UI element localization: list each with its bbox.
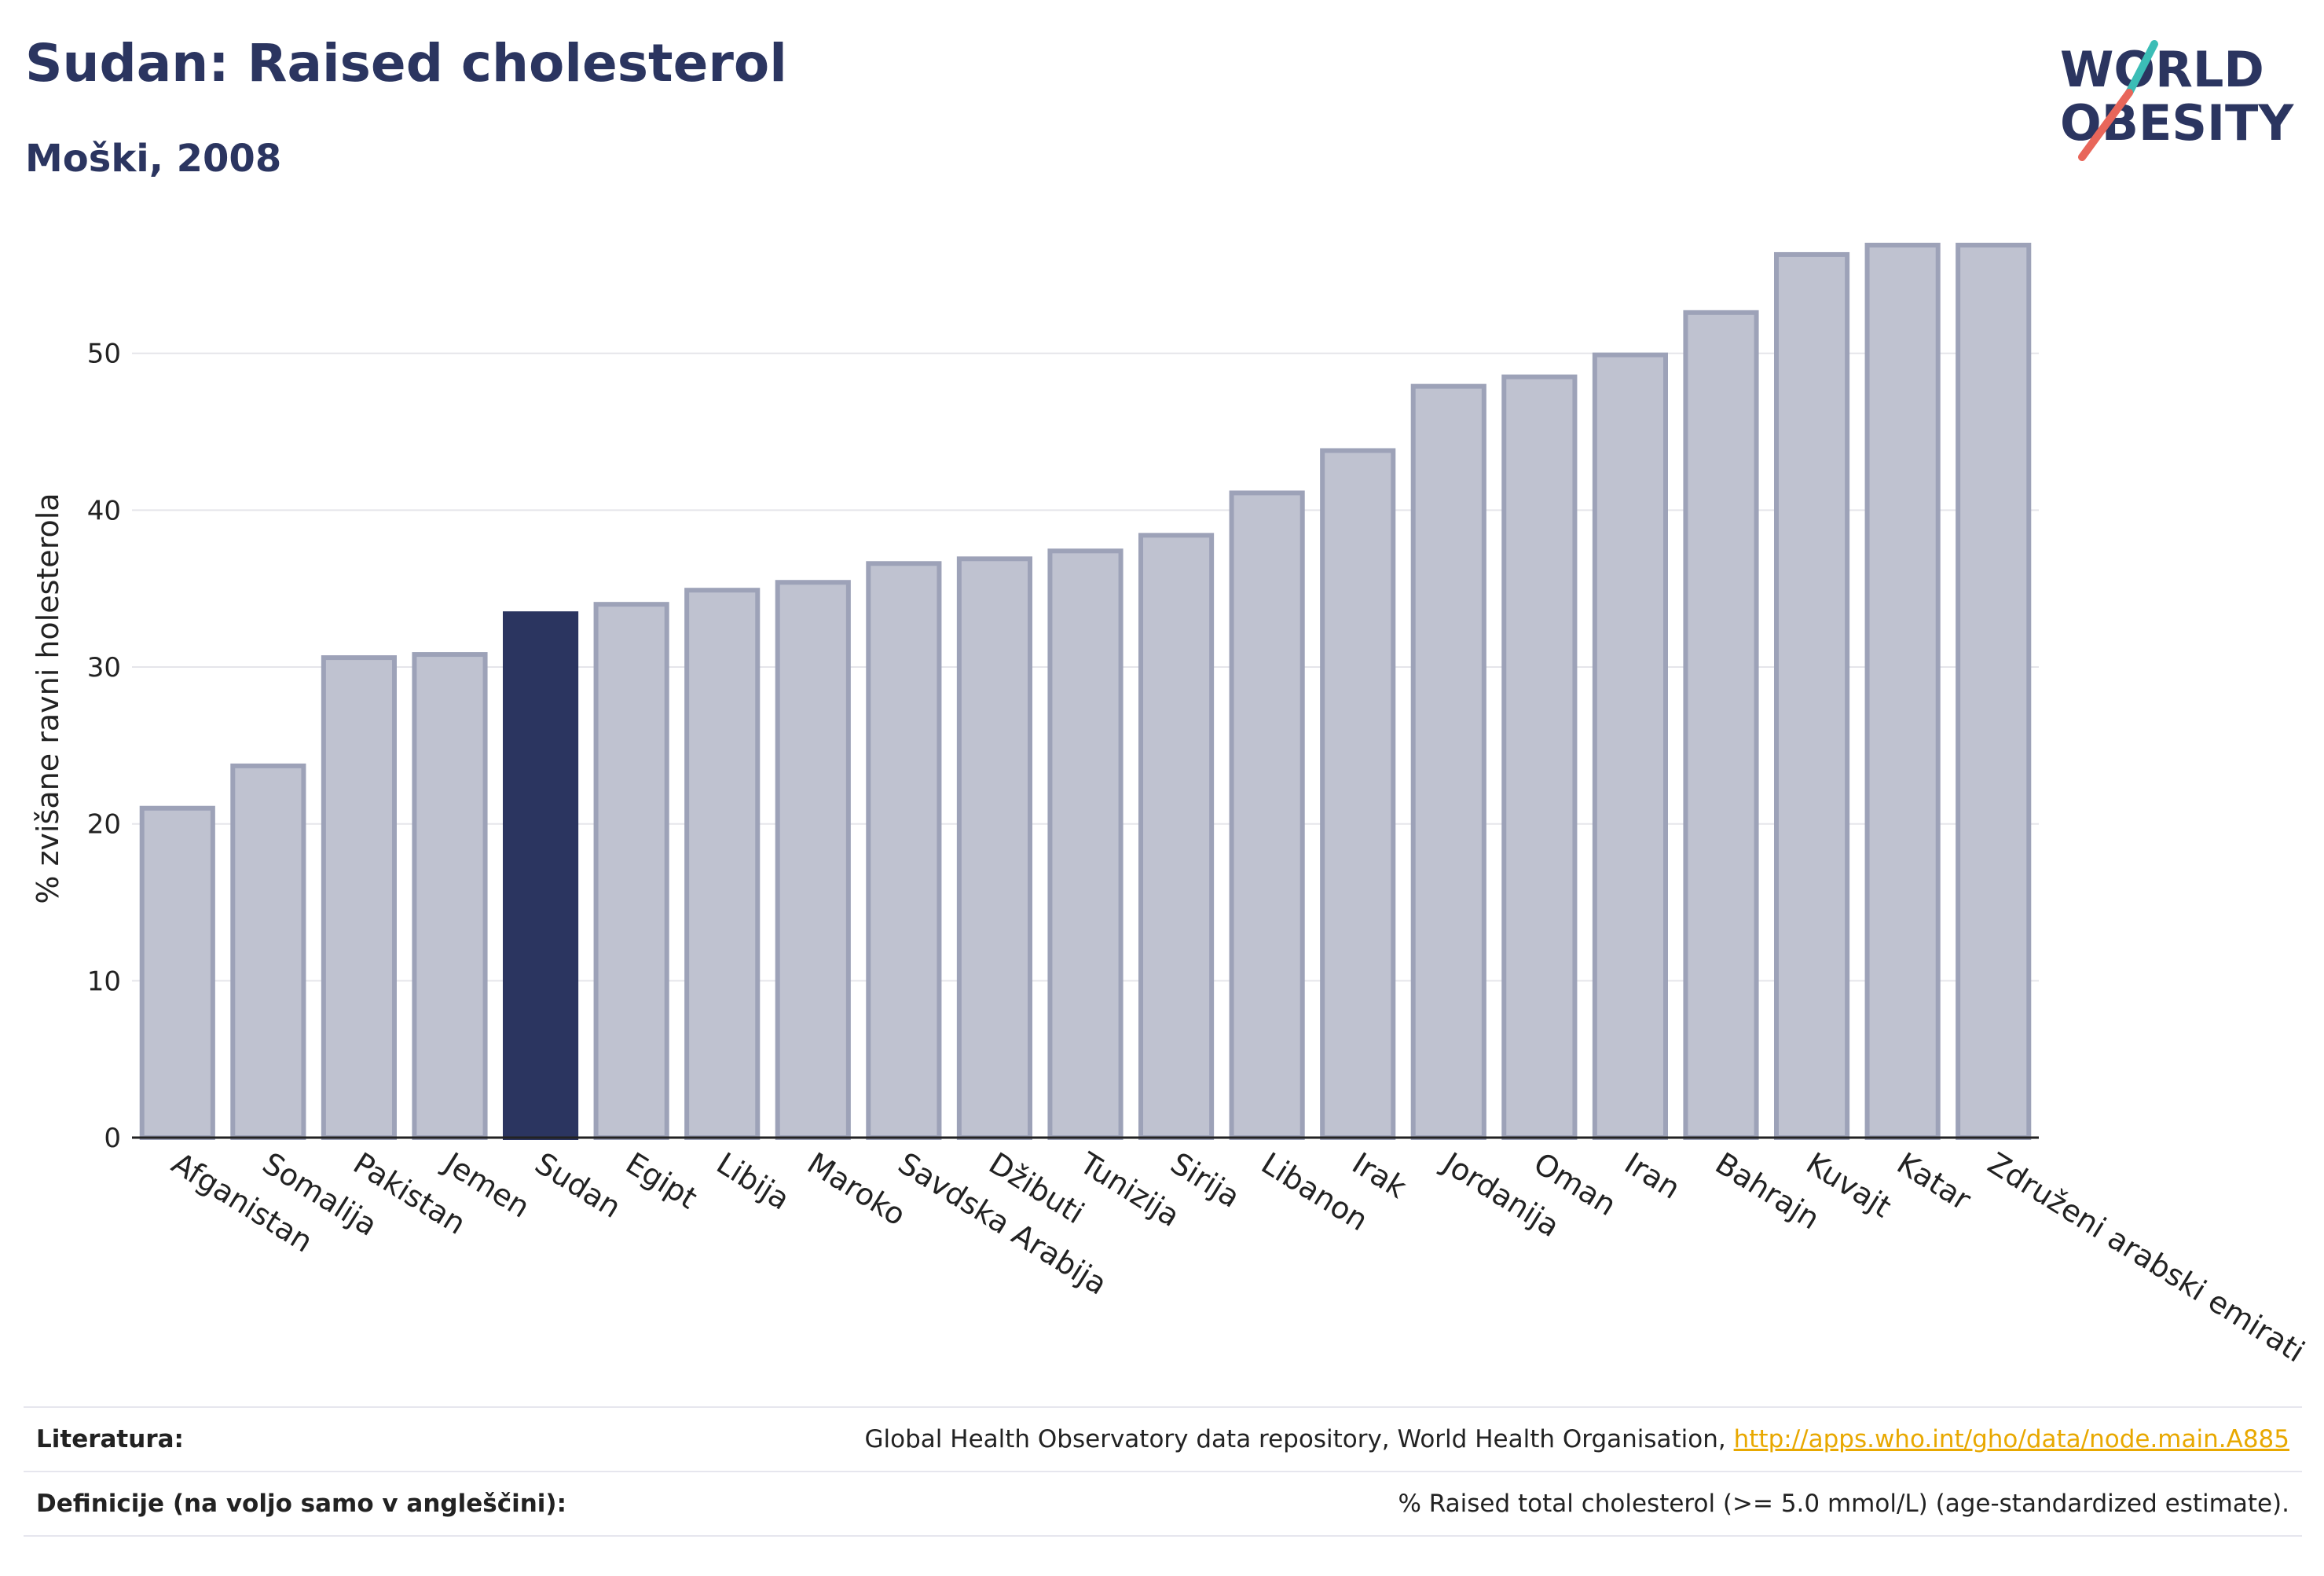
bar [775, 580, 851, 1140]
bar [139, 805, 215, 1140]
y-tick-label: 40 [87, 495, 121, 526]
x-tick-label: Egipt [620, 1145, 703, 1215]
bar [321, 655, 398, 1140]
bar [1864, 242, 1941, 1141]
x-tick-label: Bahrajn [1710, 1145, 1826, 1236]
y-tick-label: 50 [87, 339, 121, 370]
bar [412, 652, 488, 1140]
sources-row: Literatura: Global Health Observatory da… [24, 1406, 2302, 1471]
bar [1047, 548, 1124, 1140]
x-tick-label: Maroko [801, 1145, 911, 1232]
bar [1320, 448, 1396, 1140]
x-tick-label: Združeni arabski emirati [1981, 1145, 2310, 1369]
bar [1138, 533, 1215, 1140]
chart-title: Sudan: Raised cholesterol [25, 33, 787, 93]
x-tick-labels: AfganistanSomalijaPakistanJemenSudanEgip… [166, 1145, 2311, 1369]
bar [1501, 374, 1578, 1140]
bar [1956, 242, 2032, 1141]
bar [1410, 383, 1486, 1140]
x-tick-label: Libija [710, 1145, 795, 1216]
bar-chart: 0 10 20 30 40 50 AfganistanSomalijaPakistanJe… [31, 242, 2311, 1369]
x-tick-label: Katar [1891, 1145, 1978, 1217]
logo-line2: OBESITY [2060, 94, 2294, 152]
x-tick-label: Iran [1618, 1145, 1686, 1206]
bar [1683, 310, 1759, 1140]
bar [866, 561, 942, 1140]
y-tick-labels: 0 10 20 30 40 50 [87, 339, 121, 1154]
world-obesity-logo: WORLD OBESITY [2060, 40, 2294, 161]
bar [1229, 490, 1305, 1140]
sources-label: Literatura: [36, 1425, 184, 1453]
y-tick-label: 0 [104, 1123, 121, 1154]
sources-link[interactable]: http://apps.who.int/gho/data/node.main.A… [1733, 1425, 2289, 1453]
bar [956, 556, 1033, 1140]
y-tick-label: 20 [87, 809, 121, 841]
y-axis-label: % zvišane ravni holesterola [31, 493, 65, 903]
bar [502, 611, 579, 1140]
sources-text: Global Health Observatory data repositor… [864, 1425, 1734, 1453]
bars [139, 242, 2032, 1141]
bar [230, 763, 306, 1141]
x-tick-label: Sudan [529, 1145, 627, 1225]
footer: Literatura: Global Health Observatory da… [24, 1406, 2302, 1537]
sources-value: Global Health Observatory data repositor… [865, 1425, 2302, 1453]
definitions-value: % Raised total cholesterol (>= 5.0 mmol/… [1398, 1490, 2289, 1518]
bar [1773, 251, 1850, 1140]
logo-slash-teal [2125, 40, 2158, 97]
logo-slash-red [2078, 89, 2133, 161]
definitions-label: Definicije (na voljo samo v angleščini): [36, 1490, 566, 1518]
bar [1592, 352, 1669, 1140]
definitions-row: Definicije (na voljo samo v angleščini):… [24, 1471, 2302, 1537]
chart-subtitle: Moški, 2008 [25, 137, 282, 181]
bar [684, 588, 761, 1140]
logo-line1: WORLD [2060, 41, 2264, 98]
bar [593, 602, 669, 1140]
x-tick-label: Tunizija [1073, 1145, 1186, 1233]
y-tick-label: 10 [87, 966, 121, 997]
y-tick-label: 30 [87, 652, 121, 684]
x-tick-label: Irak [1346, 1145, 1412, 1205]
